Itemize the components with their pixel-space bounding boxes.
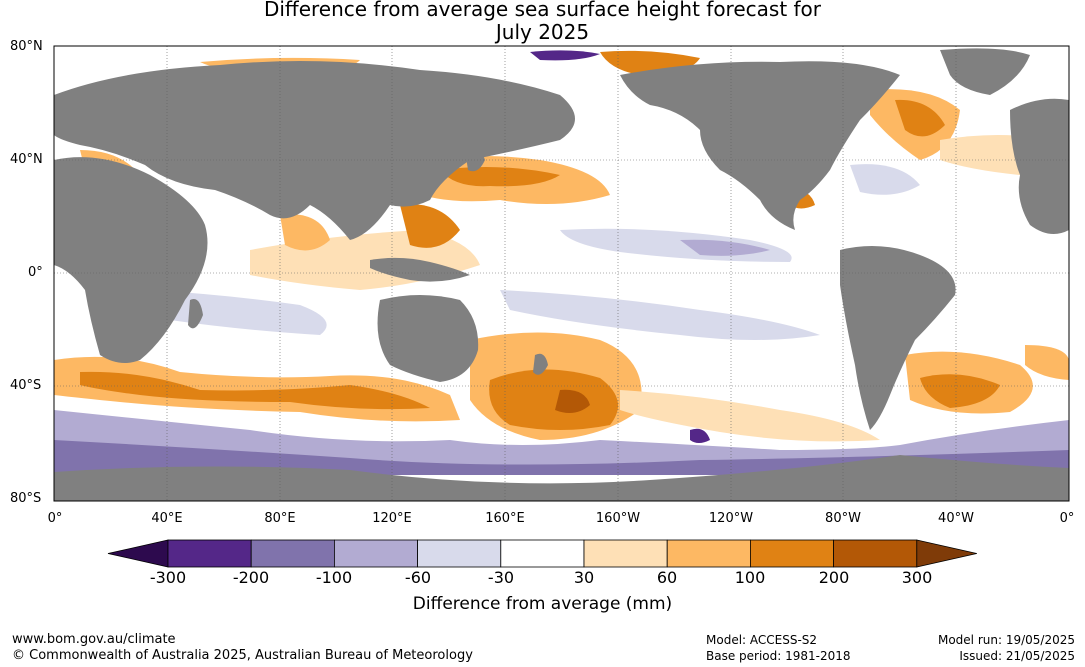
- colorbar-tick-label: 300: [901, 568, 933, 587]
- colorbar-segment: [583, 539, 668, 568]
- anomaly-gulf-stream-core: [895, 99, 945, 137]
- lon-label-160e: 160°E: [485, 511, 525, 526]
- colorbar: [107, 539, 977, 568]
- land-antarctica: [54, 455, 1069, 501]
- anomaly-indonesia-core: [400, 204, 460, 248]
- anomaly-tasman-peak: [555, 389, 590, 414]
- footer-copyright: © Commonwealth of Australia 2025, Austra…: [12, 648, 473, 663]
- colorbar-tick-label: -100: [315, 568, 353, 587]
- land-madagascar: [188, 299, 203, 329]
- lat-label-80n: 80°N: [10, 39, 43, 54]
- colorbar-segment: [333, 539, 418, 568]
- colorbar-segment: [417, 539, 502, 568]
- land-indonesia: [370, 257, 470, 282]
- land-new-zealand: [533, 353, 548, 375]
- anomaly-south-atlantic-core: [920, 374, 1000, 408]
- anomaly-south-pacific-band: [620, 390, 880, 442]
- land-greenland: [940, 48, 1030, 95]
- anomaly-kuroshio-core: [440, 166, 560, 187]
- colorbar-tick-label: -200: [232, 568, 270, 587]
- colorbar-tick-label: -30: [487, 568, 515, 587]
- anomaly-tasman-core: [489, 369, 618, 430]
- lon-label-120w: 120°W: [708, 511, 754, 526]
- anomaly-bay-of-bengal: [280, 214, 330, 251]
- lon-label-40e: 40°E: [151, 511, 183, 526]
- map-title-line2: July 2025: [495, 20, 590, 44]
- land-south-america: [840, 246, 956, 430]
- land-north-america: [620, 61, 900, 230]
- colorbar-tick-label: 100: [734, 568, 766, 587]
- lat-label-40n: 40°N: [10, 152, 43, 167]
- footer-url[interactable]: www.bom.gov.au/climate: [12, 632, 176, 647]
- anomaly-arctic-trough: [530, 50, 600, 61]
- lat-label-80s: 80°S: [10, 491, 42, 506]
- colorbar-tick-label: -300: [149, 568, 187, 587]
- colorbar-tick-label: 60: [656, 568, 678, 587]
- footer-base-period: Base period: 1981-2018: [706, 649, 851, 663]
- colorbar-tick-label: 30: [573, 568, 595, 587]
- anomaly-west-atlantic: [1025, 345, 1069, 380]
- colorbar-segment: [750, 539, 835, 568]
- anomaly-south-indian-core: [80, 371, 430, 410]
- lon-label-160w: 160°W: [595, 511, 641, 526]
- land-masses: [54, 48, 1069, 501]
- lon-label-40w: 40°W: [938, 511, 974, 526]
- anomaly-southern-ocean-band: [54, 410, 1069, 470]
- footer-issued: Issued: 21/05/2025: [959, 649, 1075, 663]
- land-west-europe: [1010, 98, 1069, 234]
- colorbar-title: Difference from average (mm): [412, 594, 673, 614]
- colorbar-segment: [500, 539, 585, 568]
- anomaly-drake-core: [690, 428, 710, 443]
- footer-model-run: Model run: 19/05/2025: [937, 633, 1075, 647]
- land-australia: [377, 295, 479, 382]
- lon-label-0-east: 0°: [1059, 511, 1075, 526]
- land-africa: [54, 157, 208, 364]
- map-title-line1: Difference from average sea surface heig…: [263, 0, 822, 21]
- colorbar-segment: [833, 539, 918, 568]
- lon-label-80w: 80°W: [825, 511, 861, 526]
- colorbar-segment: [167, 539, 252, 568]
- lon-label-80e: 80°E: [264, 511, 296, 526]
- colorbar-segment: [666, 539, 751, 568]
- colorbar-extend-low: [107, 539, 169, 568]
- colorbar-segment: [250, 539, 335, 568]
- footer-model: Model: ACCESS-S2: [706, 633, 818, 647]
- colorbar-extend-high: [916, 539, 977, 568]
- anomaly-south-pacific-trough: [500, 290, 820, 340]
- colorbar-tick-label: 200: [818, 568, 850, 587]
- lat-label-equator: 0°: [28, 265, 43, 280]
- map-border: [53, 45, 1070, 502]
- anomaly-labrador: [850, 164, 920, 195]
- land-eurasia: [54, 61, 575, 240]
- lon-label-120e: 120°E: [372, 511, 412, 526]
- anomaly-north-pacific-core: [680, 239, 770, 256]
- graticule: [54, 46, 1069, 501]
- lon-label-0-west: 0°: [47, 511, 63, 526]
- lat-label-40s: 40°S: [10, 378, 42, 393]
- colorbar-tick-label: -60: [404, 568, 432, 587]
